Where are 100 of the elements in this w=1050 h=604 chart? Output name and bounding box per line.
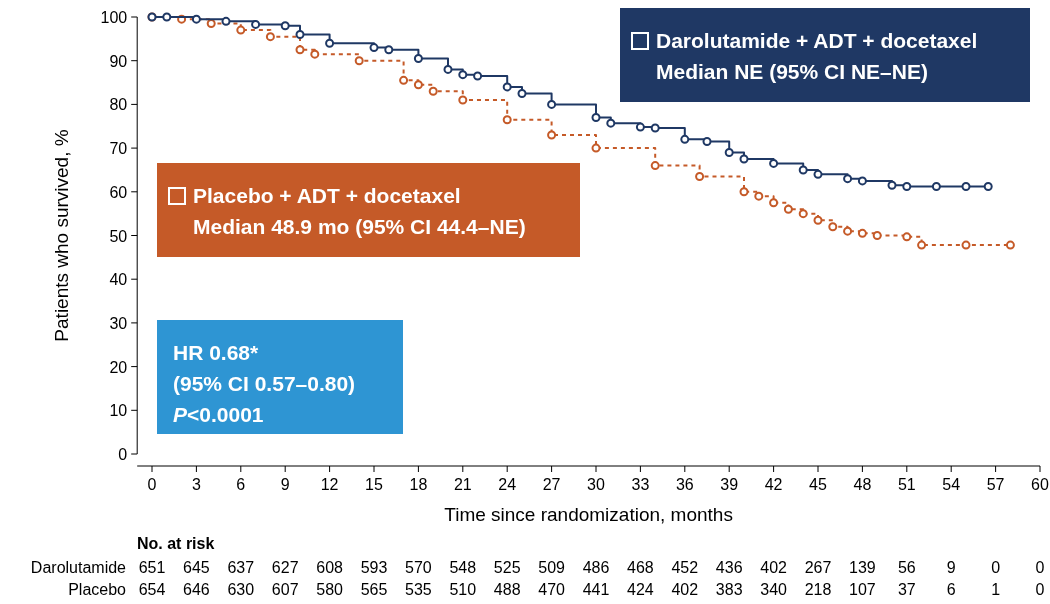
annotation: HR 0.68* — [173, 341, 260, 364]
legend-label: Placebo + ADT + docetaxel — [193, 184, 461, 207]
point — [591, 143, 601, 153]
point — [206, 19, 216, 29]
point — [473, 71, 483, 81]
x-tick-label: 39 — [720, 476, 739, 493]
point — [280, 21, 290, 31]
y-tick-label: 100 — [100, 9, 128, 26]
point — [502, 82, 512, 92]
x-tick-label: 3 — [191, 476, 201, 493]
point — [295, 29, 305, 39]
point — [428, 86, 438, 96]
x-tick-label: 0 — [147, 476, 157, 493]
point — [325, 38, 335, 48]
x-tick-label: 54 — [942, 476, 961, 493]
legend-label: Darolutamide + ADT + docetaxel — [656, 29, 978, 52]
point — [783, 204, 793, 214]
x-tick-label: 48 — [853, 476, 872, 493]
point — [813, 215, 823, 225]
x-tick-label: 6 — [236, 476, 246, 493]
point — [384, 45, 394, 55]
x-tick-label: 36 — [675, 476, 694, 493]
point — [606, 118, 616, 128]
x-tick-label: 57 — [986, 476, 1005, 493]
text: Placebo 654 646 630 607 580 565 535 510 488 470 441 424 402 383 340 218 107 37 6 1 0 — [68, 581, 1045, 598]
point — [702, 137, 712, 147]
annotation: (95% CI 0.57–0.80) — [173, 372, 356, 395]
point — [931, 182, 941, 192]
point — [369, 43, 379, 53]
point — [798, 165, 808, 175]
point — [547, 130, 557, 140]
point — [221, 16, 231, 26]
point — [798, 209, 808, 219]
x-tick-label: 27 — [542, 476, 561, 493]
text: No. at risk — [137, 535, 215, 552]
y-tick-label: 80 — [109, 96, 128, 114]
point — [680, 134, 690, 144]
point — [724, 147, 734, 157]
point — [695, 172, 705, 182]
point — [295, 45, 305, 55]
point — [458, 95, 468, 105]
x-tick-label: 45 — [809, 476, 827, 493]
x-tick-label: 24 — [498, 476, 517, 493]
x-tick-label: 18 — [409, 476, 428, 493]
point — [191, 14, 201, 24]
x-tick-label: 30 — [587, 476, 605, 493]
x-tick-label: 33 — [631, 476, 650, 493]
point — [517, 88, 527, 98]
point — [961, 240, 971, 250]
point — [591, 113, 601, 123]
point — [162, 12, 172, 22]
x-tick-label: 51 — [897, 476, 916, 493]
point — [769, 198, 779, 208]
y-tick-label: 30 — [109, 314, 128, 332]
point — [983, 182, 993, 192]
x-tick-label: 15 — [365, 476, 383, 493]
point — [739, 154, 749, 164]
x-tick-label: 12 — [320, 476, 339, 493]
y-tick-label: 90 — [109, 52, 128, 70]
point — [843, 174, 853, 184]
point — [458, 70, 468, 80]
y-tick-label: 0 — [118, 446, 128, 463]
y-axis-title: Patients who survived, % — [51, 129, 72, 342]
point — [754, 191, 764, 201]
x-tick-label: 60 — [1031, 476, 1049, 493]
point — [857, 228, 867, 238]
annotation: Median 48.9 mo (95% CI 44.4–NE) — [193, 215, 526, 238]
point — [1005, 240, 1015, 250]
x-tick-label: 9 — [280, 476, 290, 493]
point — [399, 75, 409, 85]
point — [902, 232, 912, 242]
point — [961, 182, 971, 192]
y-tick-label: 10 — [109, 402, 128, 420]
point — [443, 64, 453, 74]
point — [413, 80, 423, 90]
y-tick-label: 20 — [109, 358, 128, 376]
point — [813, 169, 823, 179]
point — [635, 122, 645, 132]
point — [828, 222, 838, 232]
point — [251, 19, 261, 29]
point — [843, 226, 853, 236]
point — [650, 161, 660, 171]
point — [917, 240, 927, 250]
x-tick-label: 21 — [453, 476, 472, 493]
point — [872, 231, 882, 240]
point — [857, 176, 867, 186]
point — [769, 158, 779, 168]
text: Darolutamide 651 645 637 627 608 593 570 548 525 509 486 468 452 436 402 267 139 56 9 0 0 — [30, 559, 1045, 576]
y-tick-label: 50 — [109, 227, 128, 245]
annotation: P<0.0001 — [173, 403, 264, 426]
point — [413, 54, 423, 64]
point — [236, 25, 246, 35]
point — [310, 49, 320, 59]
point — [902, 182, 912, 192]
point — [887, 180, 897, 190]
point — [502, 115, 512, 125]
point — [739, 187, 749, 197]
y-tick-label: 60 — [109, 183, 128, 201]
y-tick-label: 40 — [109, 271, 128, 289]
annotation: Median NE (95% CI NE–NE) — [656, 60, 928, 83]
